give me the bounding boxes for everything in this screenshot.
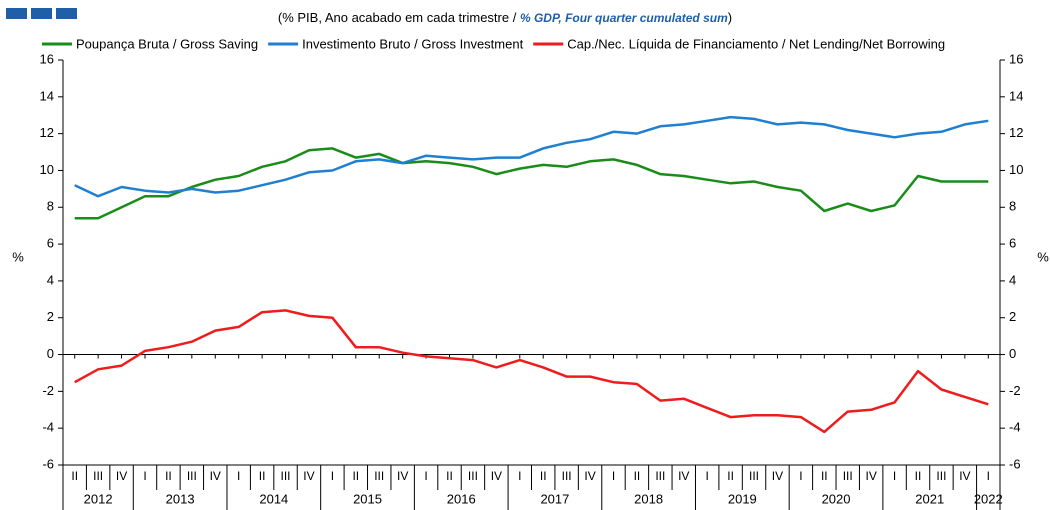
x-tick-label: III (562, 469, 572, 483)
y2-tick-label: 4 (1009, 272, 1016, 287)
x-tick-label: II (259, 469, 266, 483)
subtitle: (% PIB, Ano acabado em cada trimestre / … (278, 10, 732, 25)
x-tick-label: I (706, 469, 709, 483)
y-axis-label: % (12, 249, 24, 264)
y2-tick-label: 16 (1009, 51, 1023, 66)
y-tick-label: 0 (47, 346, 54, 361)
y-tick-label: 14 (40, 88, 54, 103)
x-tick-label: I (987, 469, 990, 483)
y2-tick-label: -6 (1009, 456, 1021, 471)
x-tick-label: IV (303, 469, 314, 483)
series-line (74, 309, 989, 434)
x-tick-label: III (187, 469, 197, 483)
x-tick-label: II (446, 469, 453, 483)
year-label: 2020 (822, 491, 851, 506)
legend-label: Poupança Bruta / Gross Saving (76, 36, 258, 51)
x-tick-label: II (915, 469, 922, 483)
x-tick-label: I (424, 469, 427, 483)
x-tick-label: II (352, 469, 359, 483)
series-line (74, 147, 989, 220)
legend-label: Cap./Nec. Líquida de Financiamento / Net… (567, 36, 945, 51)
x-tick-label: I (237, 469, 240, 483)
year-label: 2021 (915, 491, 944, 506)
y-tick-label: 12 (40, 125, 54, 140)
x-tick-label: IV (865, 469, 876, 483)
x-tick-label: III (936, 469, 946, 483)
y-tick-label: -2 (42, 383, 54, 398)
logo-block (56, 8, 77, 19)
year-label: 2019 (728, 491, 757, 506)
x-tick-label: IV (116, 469, 127, 483)
x-tick-label: IV (584, 469, 595, 483)
x-tick-label: I (143, 469, 146, 483)
x-tick-label: II (634, 469, 641, 483)
x-tick-label: III (749, 469, 759, 483)
x-tick-label: I (612, 469, 615, 483)
x-tick-label: I (518, 469, 521, 483)
y-tick-label: 4 (47, 272, 54, 287)
x-tick-label: IV (959, 469, 970, 483)
y-tick-label: 16 (40, 51, 54, 66)
x-tick-label: III (468, 469, 478, 483)
y2-tick-label: 12 (1009, 125, 1023, 140)
year-label: 2012 (84, 491, 113, 506)
x-tick-label: I (331, 469, 334, 483)
x-tick-label: II (71, 469, 78, 483)
y-tick-label: 6 (47, 236, 54, 251)
x-tick-label: II (540, 469, 547, 483)
logo-block (6, 8, 27, 19)
x-tick-label: II (821, 469, 828, 483)
logo-block (31, 8, 52, 19)
y2-tick-label: 10 (1009, 162, 1023, 177)
year-label: 2016 (447, 491, 476, 506)
year-label: 2022 (974, 491, 1003, 506)
x-tick-label: III (374, 469, 384, 483)
x-tick-label: III (93, 469, 103, 483)
x-tick-label: I (893, 469, 896, 483)
y2-tick-label: -2 (1009, 383, 1021, 398)
legend-label: Investimento Bruto / Gross Investment (302, 36, 523, 51)
x-tick-label: IV (491, 469, 502, 483)
subtitle-end: ) (728, 10, 732, 25)
subtitle-en: % GDP, Four quarter cumulated sum (520, 11, 728, 25)
x-tick-label: II (165, 469, 172, 483)
y2-tick-label: 8 (1009, 199, 1016, 214)
x-tick-label: III (843, 469, 853, 483)
year-label: 2017 (540, 491, 569, 506)
y2-tick-label: -4 (1009, 420, 1021, 435)
x-tick-label: I (799, 469, 802, 483)
y2-tick-label: 6 (1009, 236, 1016, 251)
y-tick-label: 8 (47, 199, 54, 214)
year-label: 2018 (634, 491, 663, 506)
x-tick-label: II (727, 469, 734, 483)
year-label: 2015 (353, 491, 382, 506)
year-label: 2014 (259, 491, 288, 506)
y-tick-label: 10 (40, 162, 54, 177)
y2-tick-label: 2 (1009, 309, 1016, 324)
x-tick-label: IV (397, 469, 408, 483)
y-tick-label: -6 (42, 456, 54, 471)
x-tick-label: IV (210, 469, 221, 483)
y-tick-label: 2 (47, 309, 54, 324)
subtitle-pt: (% PIB, Ano acabado em cada trimestre / (278, 10, 520, 25)
y2-axis-label: % (1037, 249, 1049, 264)
y2-tick-label: 14 (1009, 88, 1023, 103)
x-tick-label: III (655, 469, 665, 483)
y2-tick-label: 0 (1009, 346, 1016, 361)
x-tick-label: IV (772, 469, 783, 483)
x-tick-label: IV (678, 469, 689, 483)
x-tick-label: III (281, 469, 291, 483)
y-tick-label: -4 (42, 420, 54, 435)
year-label: 2013 (166, 491, 195, 506)
series-line (74, 115, 989, 198)
